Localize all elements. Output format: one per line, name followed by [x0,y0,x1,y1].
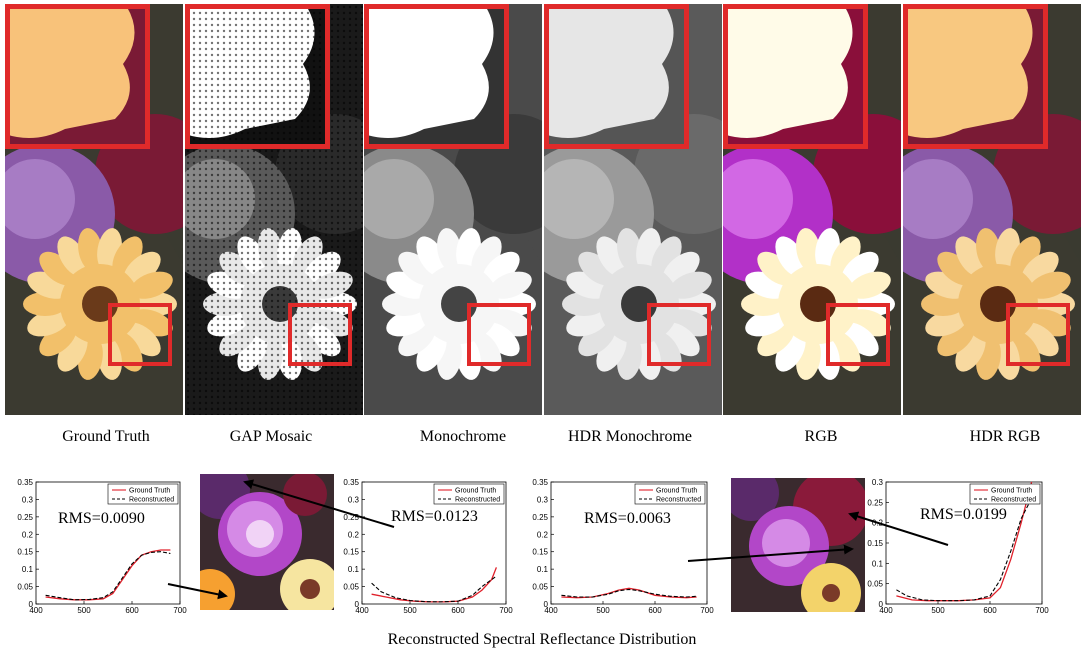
x-tick-label: 600 [648,606,662,615]
reconstructed-line [896,498,1033,602]
plot-svg: 0 0.05 0.1 0.15 0.2 0.25 0.3 0.35 400 500 600 700 Gr… [343,478,513,615]
y-tick-label: 0.25 [17,513,33,522]
legend-label: Ground Truth [455,488,496,495]
bottom-caption: Reconstructed Spectral Reflectance Distr… [387,631,697,648]
y-tick-label: 0.2 [537,530,549,539]
y-tick-label: 0.05 [343,583,359,592]
legend-box [107,483,179,505]
legend-label: Ground Truth [129,488,170,495]
y-tick-label: 0.15 [867,539,883,548]
x-tick-label: 400 [355,606,369,615]
reconstructed-line [371,575,497,603]
panel-hdrrgb [903,4,1081,415]
x-tick-label: 700 [499,606,513,615]
y-tick-label: 0 [879,600,884,609]
reconstructed-line [45,551,171,601]
caption-ground-truth: Ground Truth [62,428,150,445]
y-tick-label: 0.25 [532,513,548,522]
caption-gap-mosaic: GAP Mosaic [229,428,313,445]
y-tick-label: 0.1 [22,565,34,574]
y-tick-label: 0.3 [537,495,549,504]
panel-hdrmono [544,4,722,415]
legend-box [969,483,1041,505]
caption-rgb: RGB [804,428,838,445]
y-tick-label: 0 [29,600,34,609]
x-tick-label: 700 [1035,606,1049,615]
legend-box [433,483,505,505]
flower-photo-right [731,478,865,612]
y-tick-label: 0.1 [872,559,884,568]
y-tick-label: 0.1 [537,565,549,574]
y-tick-label: 0.05 [532,583,548,592]
y-tick-label: 0.35 [532,478,548,487]
panel-mosaic [185,4,363,415]
panel-color [5,4,183,415]
legend-box [634,483,706,505]
legend-label: Reconstructed [455,497,500,504]
y-tick-label: 0.05 [867,580,883,589]
y-tick-label: 0.3 [22,495,34,504]
y-tick-label: 0.05 [17,583,33,592]
arrow-1 [167,583,228,600]
flower-photo-left [200,474,334,610]
x-tick-label: 600 [451,606,465,615]
y-tick-label: 0 [544,600,549,609]
rms-label-2: RMS=0.0123 [391,508,478,525]
y-tick-label: 0.15 [17,548,33,557]
x-tick-label: 700 [173,606,187,615]
rms-label-4: RMS=0.0199 [920,506,1007,523]
spectral-plot-3: 0 0.05 0.1 0.15 0.2 0.25 0.3 0.35 400 500 600 700 Gr… [527,478,721,616]
plot-svg: 00.050.10.150.20.250.3400500600700Ground… [867,478,1049,615]
rms-label-1: RMS=0.0090 [58,510,145,527]
plot-svg: 0 0.05 0.1 0.15 0.2 0.25 0.3 0.35 400 500 600 700 Gr… [532,478,714,615]
panel-mono [364,4,542,415]
x-tick-label: 600 [125,606,139,615]
x-tick-label: 400 [879,606,893,615]
y-tick-label: 0.1 [348,565,360,574]
panel-rgb [723,4,901,415]
y-tick-label: 0.35 [343,478,359,487]
x-tick-label: 400 [544,606,558,615]
y-tick-label: 0.2 [348,530,360,539]
y-tick-label: 0.3 [872,478,884,487]
y-tick-label: 0.2 [22,530,34,539]
spectral-plot-4: 00.050.10.150.20.250.3400500600700Ground… [862,478,1056,616]
x-tick-label: 500 [77,606,91,615]
legend-label: Ground Truth [991,488,1032,495]
caption-hdr-rgb: HDR RGB [969,428,1041,445]
y-tick-label: 0.35 [17,478,33,487]
caption-monochrome: Monochrome [419,428,507,445]
x-tick-label: 500 [931,606,945,615]
y-tick-label: 0.25 [867,498,883,507]
y-tick-label: 0.25 [343,513,359,522]
legend-label: Reconstructed [656,497,701,504]
y-tick-label: 0.3 [348,495,360,504]
reconstructed-line [561,588,697,598]
x-tick-label: 400 [29,606,43,615]
y-tick-label: 0.15 [343,548,359,557]
spectral-plot-1: 0 0.05 0.1 0.15 0.2 0.25 0.3 0.35 400 500 600 700 Gr… [12,478,194,616]
rms-label-3: RMS=0.0063 [584,510,671,527]
x-tick-label: 600 [983,606,997,615]
x-tick-label: 500 [596,606,610,615]
legend-label: Reconstructed [129,497,174,504]
legend-label: Reconstructed [991,497,1036,504]
y-tick-label: 0.15 [532,548,548,557]
spectral-plot-2: 0 0.05 0.1 0.15 0.2 0.25 0.3 0.35 400 500 600 700 Gr… [338,478,520,616]
arrow-4 [848,511,949,546]
arrow-2 [243,479,395,528]
y-tick-label: 0 [355,600,360,609]
caption-hdr-monochrome: HDR Monochrome [568,428,692,445]
x-tick-label: 700 [700,606,714,615]
legend-label: Ground Truth [656,488,697,495]
plot-svg: 0 0.05 0.1 0.15 0.2 0.25 0.3 0.35 400 500 600 700 Gr… [17,478,187,615]
x-tick-label: 500 [403,606,417,615]
arrow-3 [687,544,854,562]
ground-truth-line [371,567,498,603]
